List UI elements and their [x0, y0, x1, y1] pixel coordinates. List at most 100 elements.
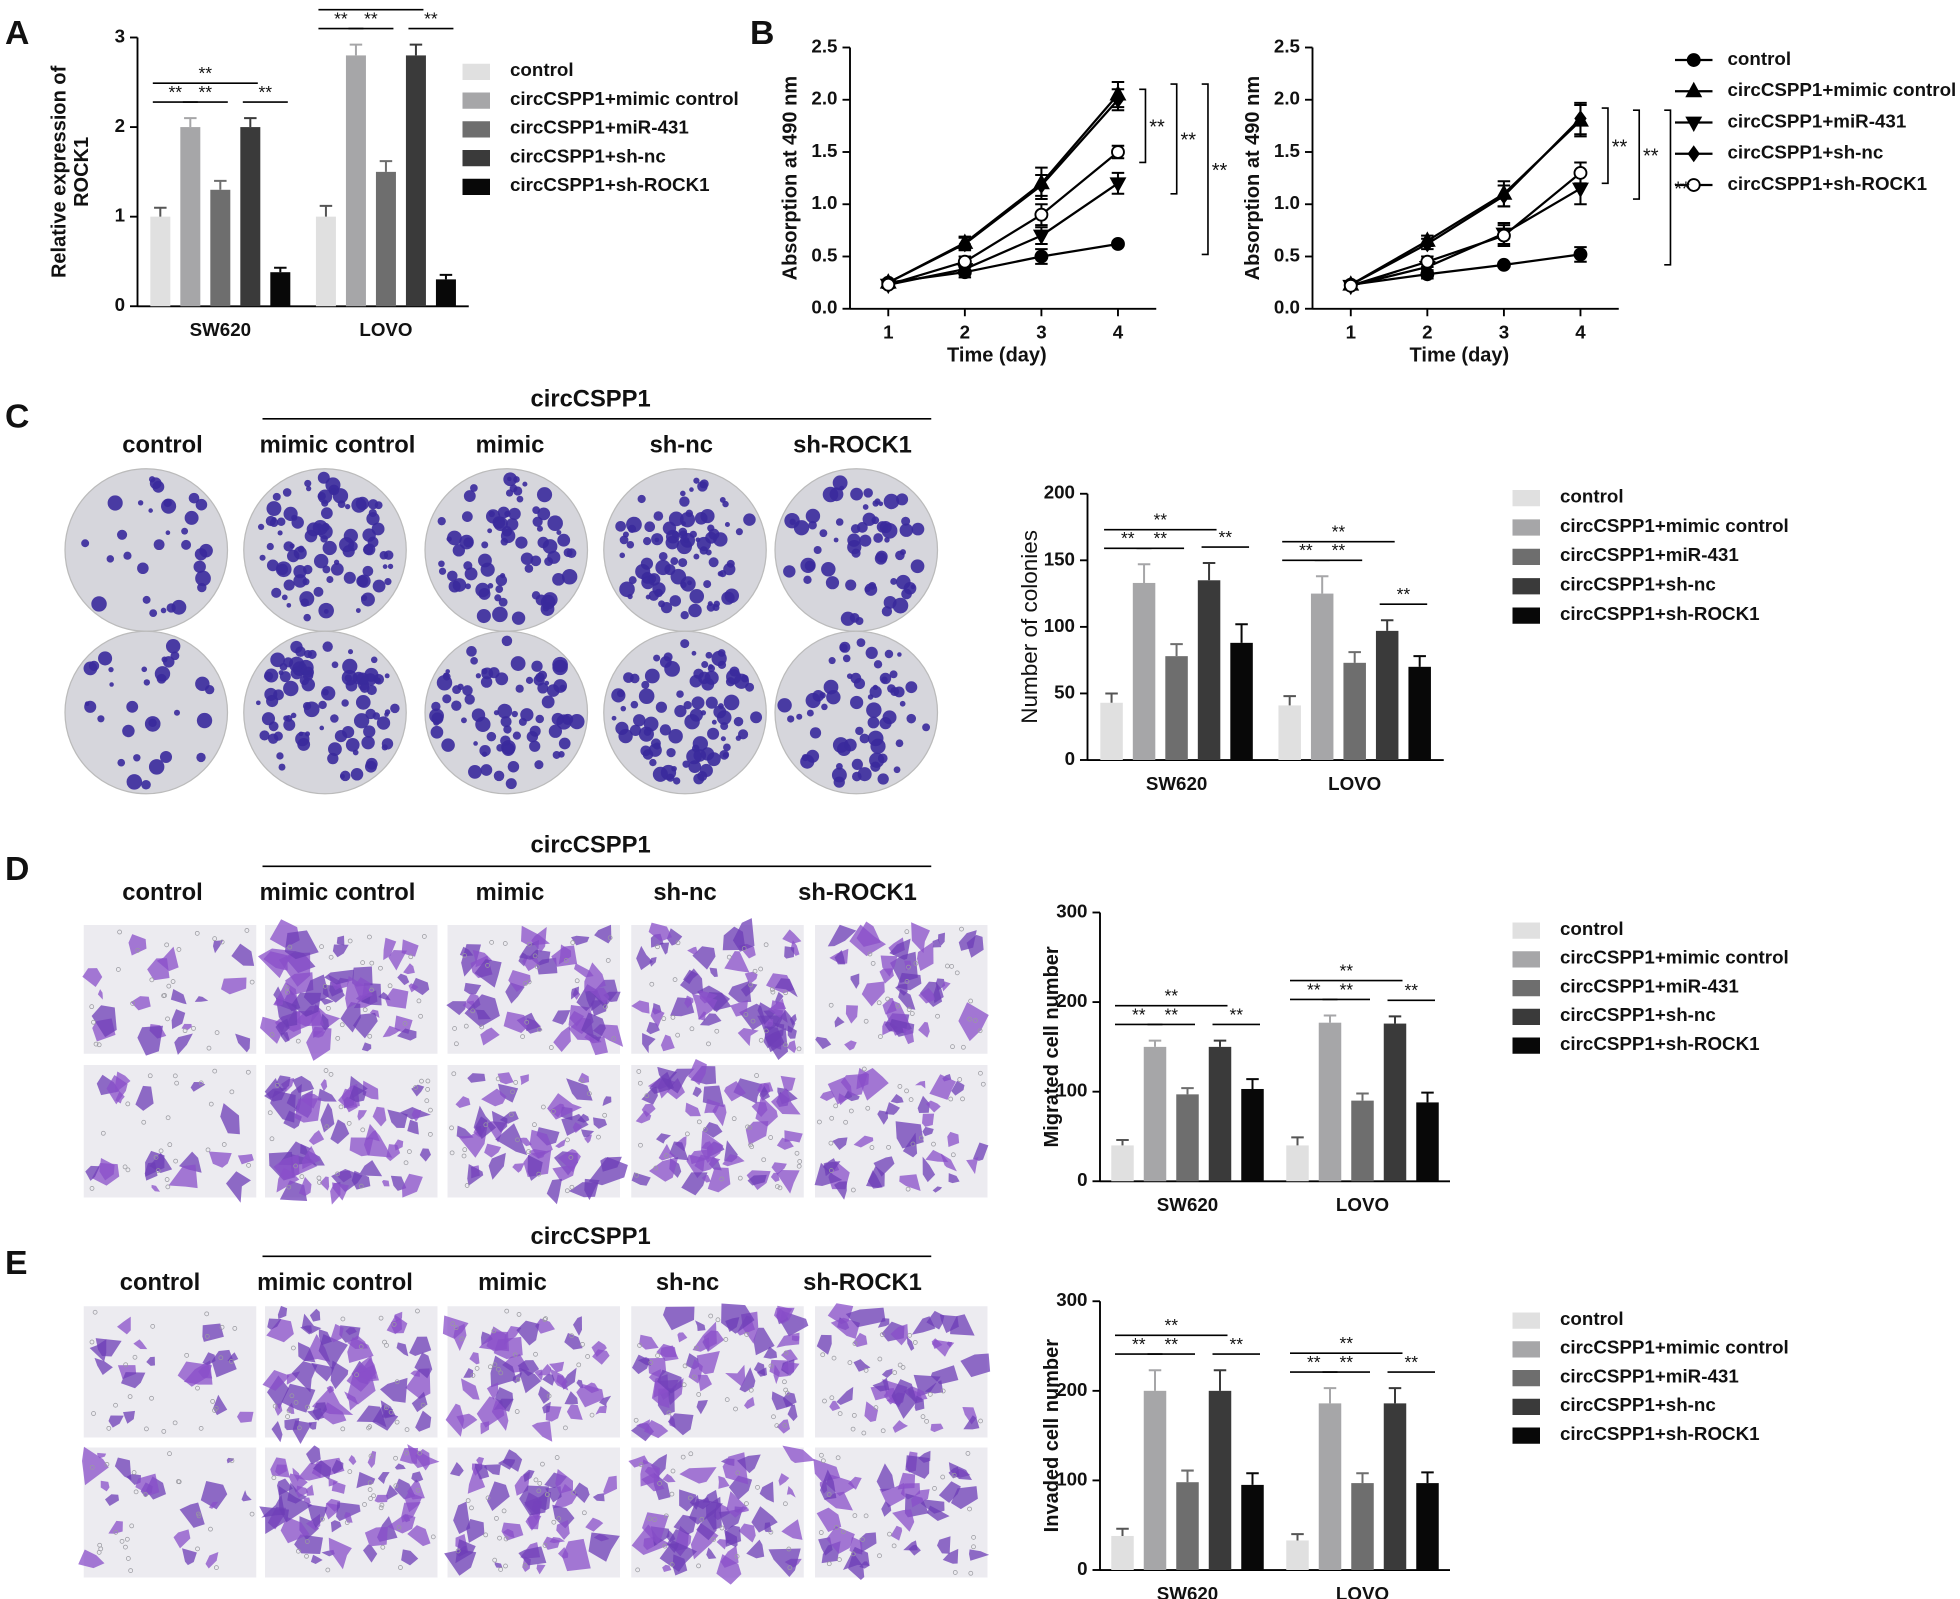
- cell: [681, 1172, 708, 1196]
- panel-letter: D: [5, 850, 29, 888]
- pore: [817, 1119, 822, 1125]
- bar: [1383, 1403, 1407, 1570]
- cell: [819, 1090, 835, 1101]
- cell: [725, 1525, 742, 1547]
- pore: [360, 1127, 366, 1133]
- colony: [800, 754, 815, 769]
- bar: [1286, 1540, 1309, 1570]
- cell: [551, 945, 578, 967]
- colony: [855, 726, 864, 736]
- pore: [796, 1046, 802, 1052]
- pore: [150, 1323, 156, 1329]
- colony: [257, 523, 265, 531]
- cell: [267, 1375, 289, 1410]
- colony: [651, 533, 664, 546]
- cell: [584, 1134, 592, 1144]
- cell: [481, 1331, 493, 1346]
- pore: [367, 1487, 373, 1492]
- cell: [273, 995, 283, 1007]
- significance-label: **: [199, 63, 213, 83]
- cell: [318, 1329, 332, 1346]
- colony: [448, 580, 461, 593]
- pore: [495, 1366, 501, 1372]
- pore: [424, 1098, 430, 1104]
- pore: [980, 1081, 986, 1087]
- cell: [656, 1343, 677, 1358]
- error-bar: [1380, 619, 1394, 631]
- colony: [713, 600, 720, 608]
- colony: [922, 723, 931, 732]
- colony: [629, 673, 640, 684]
- cell: [146, 1356, 155, 1366]
- error-bar: [1356, 1092, 1369, 1101]
- cell: [396, 1342, 409, 1357]
- marker: [1034, 207, 1049, 222]
- colony: [557, 533, 571, 547]
- pore: [879, 1332, 885, 1338]
- pore: [402, 1021, 408, 1026]
- cell: [469, 1352, 480, 1365]
- pore: [533, 1477, 539, 1483]
- cell: [284, 930, 319, 960]
- pore: [383, 1405, 389, 1411]
- colony: [283, 541, 294, 552]
- significance-bracket: [1201, 83, 1209, 256]
- cell: [331, 1481, 346, 1494]
- pore: [285, 989, 290, 995]
- pore: [758, 966, 764, 972]
- colony: [633, 714, 646, 727]
- cell: [237, 1154, 254, 1165]
- cell: [588, 1157, 628, 1186]
- pore: [699, 1516, 705, 1522]
- cell: [920, 1499, 945, 1514]
- cell: [820, 1469, 837, 1500]
- cell: [826, 1526, 855, 1554]
- pore: [96, 1549, 102, 1555]
- pore: [904, 1088, 909, 1094]
- bar: [1111, 1535, 1134, 1570]
- legend-swatch: [1512, 980, 1540, 997]
- cell: [867, 1170, 883, 1189]
- cell: [781, 1519, 803, 1540]
- significance-bracket: [1664, 109, 1672, 266]
- colony: [620, 705, 627, 712]
- pore: [378, 965, 383, 971]
- cell: [536, 957, 558, 975]
- cell: [659, 942, 670, 955]
- colony: [693, 477, 700, 484]
- x-tick-label: LOVO: [1336, 1583, 1389, 1599]
- colony: [447, 570, 458, 582]
- colony: [276, 517, 286, 526]
- colony: [188, 492, 200, 504]
- bar: [345, 55, 366, 307]
- significance-label: **: [1332, 522, 1346, 542]
- pore: [463, 1023, 469, 1029]
- colony: [126, 700, 139, 713]
- x-tick-label: SW620: [1146, 773, 1208, 794]
- cell: [411, 977, 430, 996]
- pore: [165, 1115, 171, 1121]
- cell: [522, 955, 541, 972]
- pore: [664, 1153, 669, 1159]
- y-axis-label: ROCK1: [71, 137, 93, 207]
- cell: [320, 1079, 328, 1092]
- line: [887, 93, 1119, 284]
- colony: [303, 701, 320, 718]
- bar: [1143, 1046, 1167, 1182]
- marker: [1420, 254, 1435, 269]
- colony: [643, 716, 659, 732]
- pore: [526, 941, 532, 947]
- significance-label: **: [1212, 160, 1228, 182]
- pore: [515, 1377, 521, 1383]
- pore: [873, 1405, 879, 1411]
- pore: [100, 1130, 106, 1136]
- pore: [122, 1164, 128, 1170]
- legend-label: circCSPP1+sh-nc: [1560, 574, 1716, 595]
- cell: [599, 1395, 612, 1407]
- cell: [467, 1073, 486, 1083]
- colony: [323, 609, 329, 614]
- pore: [516, 1312, 522, 1317]
- cell: [78, 1549, 105, 1569]
- pore: [586, 1091, 592, 1096]
- cell: [483, 1464, 501, 1476]
